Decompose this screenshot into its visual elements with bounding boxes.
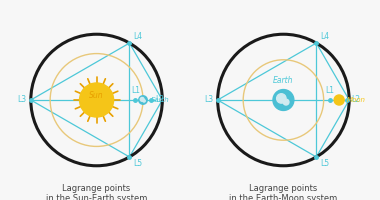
Text: L5: L5 [133,159,142,168]
Text: L4: L4 [133,32,142,41]
Text: Earth: Earth [273,76,294,85]
Text: Lagrange points: Lagrange points [62,184,131,193]
Circle shape [143,100,145,102]
Text: Moon: Moon [347,97,366,103]
Text: L1: L1 [131,86,140,95]
Text: L2: L2 [155,95,165,104]
Circle shape [277,94,286,103]
Circle shape [334,95,344,105]
Text: L2: L2 [352,96,361,104]
Text: in the Earth-Moon system: in the Earth-Moon system [229,194,337,200]
Circle shape [79,83,114,117]
Text: in the Sun-Earth system: in the Sun-Earth system [46,194,147,200]
Text: Earth: Earth [150,97,169,103]
Text: L3: L3 [17,95,26,104]
Circle shape [283,99,289,105]
Text: Lagrange points: Lagrange points [249,184,318,193]
Text: L1: L1 [325,86,334,95]
Circle shape [139,96,147,104]
Text: L3: L3 [204,96,213,104]
Text: L5: L5 [320,159,329,168]
Circle shape [140,97,144,101]
Text: L4: L4 [320,32,329,41]
Text: Sun: Sun [89,91,104,100]
Circle shape [273,90,294,110]
